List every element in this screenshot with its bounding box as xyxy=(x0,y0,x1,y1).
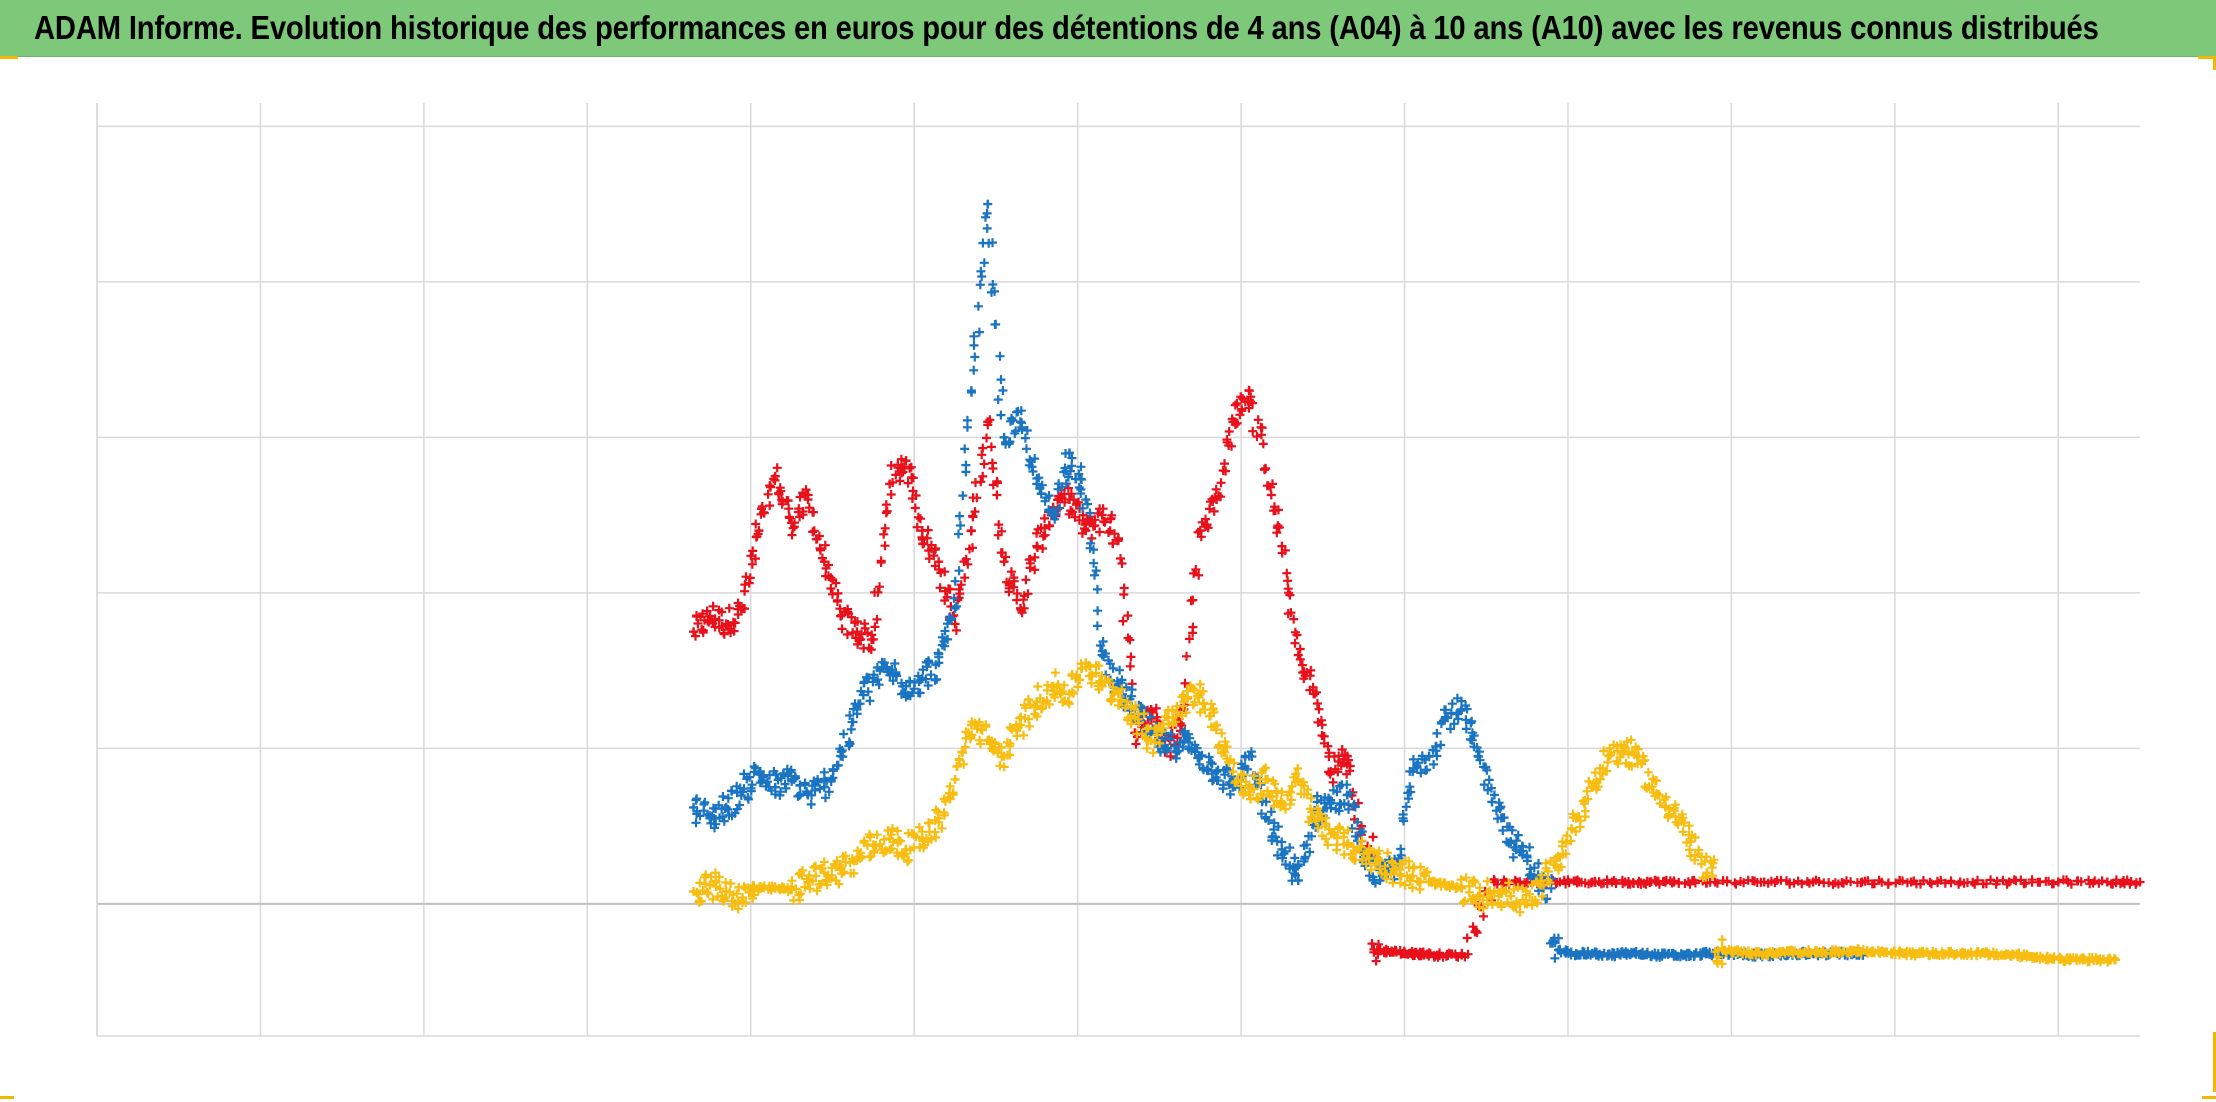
series-2 xyxy=(689,199,1868,963)
data-point xyxy=(1489,790,1499,800)
data-point xyxy=(983,199,993,209)
data-point xyxy=(950,774,960,784)
chart-title: ADAM Informe. Evolution historique des p… xyxy=(34,9,2099,46)
data-point xyxy=(705,880,715,890)
data-point xyxy=(1702,868,1712,878)
data-point xyxy=(999,557,1009,567)
data-point xyxy=(1081,495,1091,505)
series-3 xyxy=(689,658,2120,969)
corner-accent-top-left xyxy=(0,56,18,59)
corner-accent-top-right xyxy=(2198,56,2216,59)
data-point xyxy=(950,619,960,629)
corner-accent-bottom-right xyxy=(2202,1096,2216,1099)
data-point xyxy=(2053,877,2063,887)
data-point xyxy=(1228,767,1238,777)
plot-background xyxy=(97,103,2140,1036)
series-marker-cloud xyxy=(692,659,2119,969)
corner-accent-right-bottom xyxy=(2213,1032,2216,1092)
data-point xyxy=(1375,855,1385,865)
gridlines xyxy=(96,103,2140,1037)
plot-area xyxy=(97,103,2140,1036)
series-layer xyxy=(689,199,2145,969)
corner-accent-bottom-left xyxy=(0,1096,14,1099)
corner-accent-right-top xyxy=(2213,56,2216,70)
data-point xyxy=(901,456,911,466)
chart-title-bar: ADAM Informe. Evolution historique des p… xyxy=(0,0,2216,57)
data-point xyxy=(999,432,1009,442)
data-point xyxy=(1506,891,1516,901)
